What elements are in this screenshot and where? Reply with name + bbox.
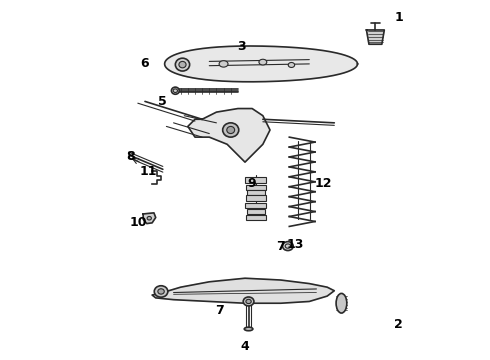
Ellipse shape (154, 286, 168, 297)
Bar (247, 190, 265, 195)
Bar (245, 215, 266, 220)
Ellipse shape (172, 87, 179, 94)
Text: 2: 2 (394, 318, 403, 331)
Ellipse shape (243, 297, 254, 306)
Text: 13: 13 (286, 238, 304, 251)
Text: 1: 1 (394, 11, 403, 24)
Ellipse shape (175, 58, 190, 71)
Ellipse shape (336, 293, 347, 313)
Ellipse shape (147, 216, 151, 220)
Polygon shape (165, 46, 358, 82)
Text: 7: 7 (216, 304, 224, 317)
Text: 3: 3 (237, 40, 246, 53)
Ellipse shape (227, 126, 235, 134)
Bar (245, 203, 267, 208)
Bar (245, 185, 266, 190)
Bar (245, 177, 267, 183)
Polygon shape (152, 278, 334, 303)
Ellipse shape (222, 123, 239, 137)
Text: 6: 6 (141, 57, 149, 71)
Text: 9: 9 (248, 177, 256, 190)
Text: 12: 12 (315, 177, 332, 190)
Text: 4: 4 (241, 339, 249, 352)
Ellipse shape (283, 242, 293, 251)
Ellipse shape (288, 63, 294, 67)
Text: 10: 10 (129, 216, 147, 229)
Text: 7: 7 (276, 240, 285, 253)
Ellipse shape (179, 62, 186, 68)
Ellipse shape (259, 59, 267, 65)
Ellipse shape (158, 289, 164, 294)
Ellipse shape (245, 327, 253, 331)
Text: 5: 5 (158, 95, 167, 108)
Bar (245, 195, 266, 201)
Ellipse shape (219, 61, 228, 67)
Text: 8: 8 (126, 150, 135, 163)
Polygon shape (143, 213, 156, 224)
Polygon shape (367, 30, 384, 44)
Text: 11: 11 (140, 165, 157, 177)
Bar (247, 209, 265, 214)
Ellipse shape (246, 299, 251, 303)
Polygon shape (188, 109, 270, 162)
